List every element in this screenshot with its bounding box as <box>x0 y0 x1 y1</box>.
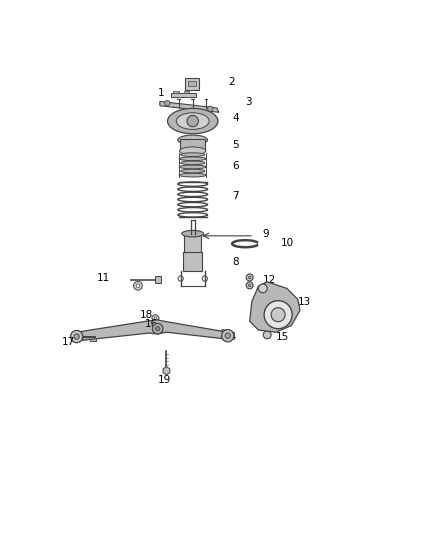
Text: 11: 11 <box>96 273 110 283</box>
Text: 14: 14 <box>223 332 237 342</box>
Bar <box>188 81 196 86</box>
Bar <box>184 233 201 253</box>
Ellipse shape <box>178 135 208 145</box>
Circle shape <box>154 317 157 319</box>
Ellipse shape <box>179 173 206 177</box>
Circle shape <box>178 276 183 281</box>
Polygon shape <box>77 320 228 341</box>
Circle shape <box>246 282 253 289</box>
Bar <box>171 93 196 97</box>
Circle shape <box>152 324 163 334</box>
Ellipse shape <box>182 230 204 237</box>
Ellipse shape <box>179 157 206 160</box>
Text: 2: 2 <box>228 77 234 87</box>
Ellipse shape <box>188 234 198 238</box>
Bar <box>183 253 202 271</box>
Bar <box>180 140 205 151</box>
Text: 6: 6 <box>232 161 239 171</box>
Circle shape <box>155 327 160 331</box>
Circle shape <box>264 301 292 329</box>
Circle shape <box>165 101 170 106</box>
Circle shape <box>220 329 227 336</box>
Circle shape <box>258 284 267 293</box>
Text: 8: 8 <box>232 257 239 267</box>
Circle shape <box>202 276 208 281</box>
Text: 7: 7 <box>232 190 239 200</box>
Bar <box>173 91 179 93</box>
Circle shape <box>222 329 234 342</box>
Circle shape <box>271 308 285 322</box>
Circle shape <box>136 284 140 287</box>
Text: 13: 13 <box>298 296 311 306</box>
Ellipse shape <box>167 108 218 134</box>
Text: 19: 19 <box>158 375 171 385</box>
Text: 12: 12 <box>263 275 276 285</box>
Circle shape <box>71 330 83 343</box>
Circle shape <box>246 274 253 281</box>
Circle shape <box>74 334 79 339</box>
Circle shape <box>225 333 230 338</box>
Polygon shape <box>250 282 300 332</box>
Ellipse shape <box>180 161 205 165</box>
Text: 1: 1 <box>158 88 164 98</box>
Text: 16: 16 <box>145 319 158 329</box>
Text: 4: 4 <box>232 112 239 123</box>
Ellipse shape <box>180 169 205 173</box>
Bar <box>185 78 199 90</box>
Text: 10: 10 <box>280 238 293 248</box>
Circle shape <box>263 331 271 339</box>
Polygon shape <box>163 367 170 375</box>
Ellipse shape <box>180 147 206 155</box>
Ellipse shape <box>176 113 209 130</box>
Circle shape <box>208 106 213 111</box>
Ellipse shape <box>179 165 206 169</box>
Text: 18: 18 <box>140 310 153 320</box>
Bar <box>90 334 96 341</box>
Circle shape <box>152 314 159 322</box>
Polygon shape <box>160 101 219 112</box>
Circle shape <box>248 276 251 279</box>
Bar <box>184 91 189 93</box>
Text: 3: 3 <box>245 97 252 107</box>
Text: 9: 9 <box>263 229 269 239</box>
Ellipse shape <box>180 153 205 157</box>
Circle shape <box>134 281 142 290</box>
Text: 15: 15 <box>276 333 289 343</box>
Circle shape <box>187 115 198 127</box>
Polygon shape <box>155 276 161 283</box>
Text: 5: 5 <box>232 140 239 150</box>
Circle shape <box>248 284 251 287</box>
Text: 17: 17 <box>61 337 74 347</box>
